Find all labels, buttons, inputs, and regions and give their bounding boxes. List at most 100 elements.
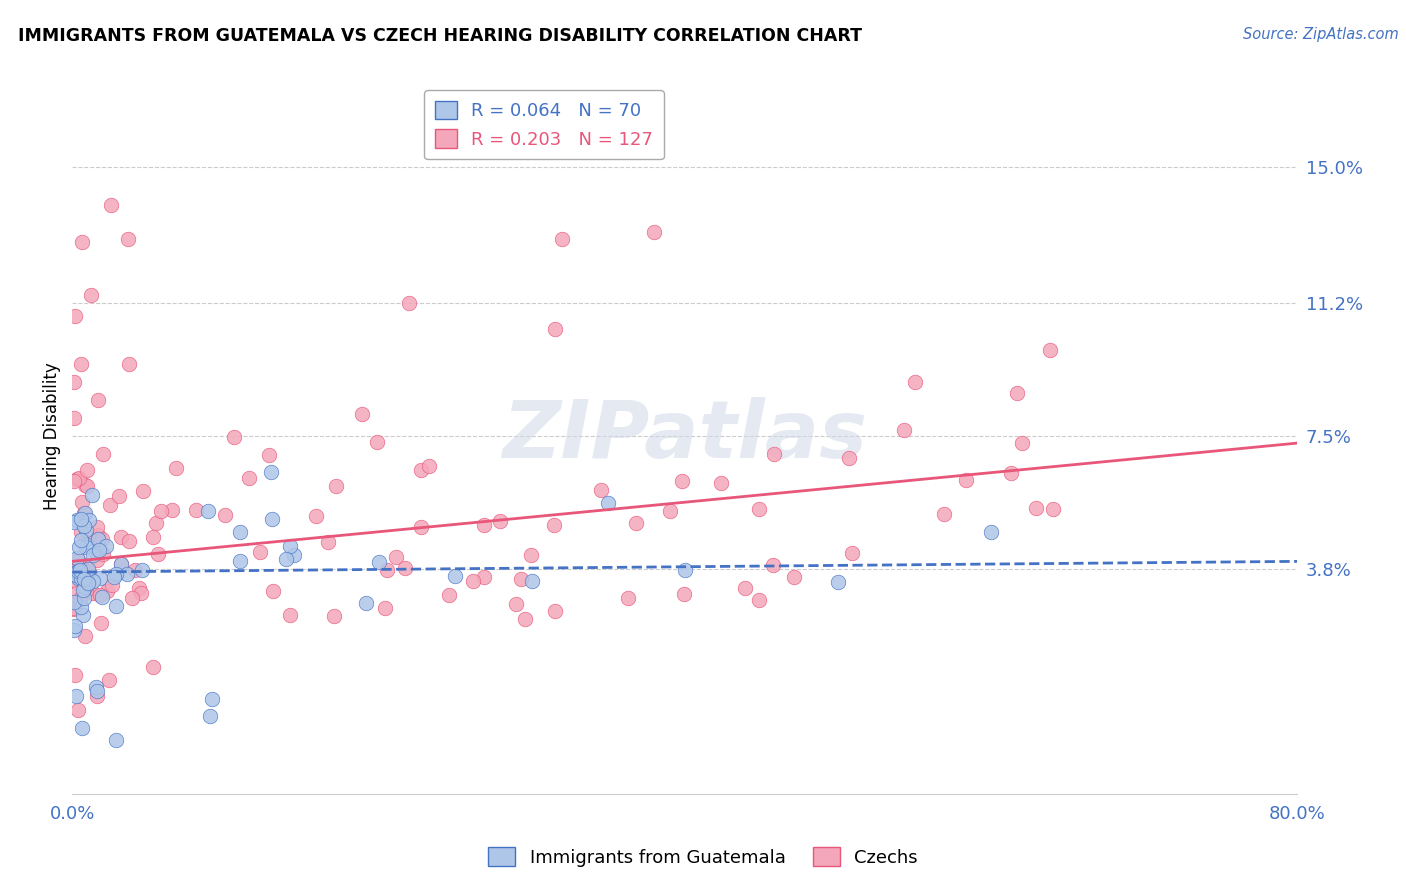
Point xyxy=(980,524,1002,539)
Point xyxy=(249,545,271,559)
Point xyxy=(409,463,432,477)
Point xyxy=(162,503,184,517)
Point xyxy=(87,533,110,547)
Point xyxy=(73,573,96,587)
Point xyxy=(544,322,567,336)
Point xyxy=(624,516,647,530)
Point xyxy=(762,558,785,572)
Point xyxy=(1000,466,1022,480)
Point xyxy=(108,489,131,503)
Point xyxy=(444,568,467,582)
Point xyxy=(1005,386,1028,401)
Point xyxy=(62,515,84,529)
Point xyxy=(260,465,283,479)
Point xyxy=(262,512,284,526)
Legend: Immigrants from Guatemala, Czechs: Immigrants from Guatemala, Czechs xyxy=(481,840,925,874)
Point xyxy=(128,582,150,596)
Point xyxy=(1039,343,1062,358)
Point xyxy=(87,527,110,541)
Point xyxy=(70,357,93,371)
Point xyxy=(145,516,167,530)
Point xyxy=(222,430,245,444)
Point xyxy=(67,470,90,484)
Point xyxy=(62,601,84,615)
Point xyxy=(103,570,125,584)
Point xyxy=(228,553,250,567)
Point xyxy=(73,519,96,533)
Point xyxy=(98,673,121,688)
Point xyxy=(66,472,89,486)
Point xyxy=(132,484,155,499)
Text: ZIPatlas: ZIPatlas xyxy=(502,397,868,475)
Point xyxy=(893,423,915,437)
Point xyxy=(86,553,108,567)
Point xyxy=(398,296,420,310)
Point xyxy=(110,557,132,571)
Point xyxy=(124,563,146,577)
Point xyxy=(955,473,977,487)
Point xyxy=(367,556,389,570)
Point xyxy=(70,557,93,571)
Point xyxy=(734,581,756,595)
Point xyxy=(62,602,84,616)
Point xyxy=(63,619,86,633)
Point xyxy=(89,571,111,585)
Point xyxy=(589,483,612,497)
Point xyxy=(69,533,91,548)
Point xyxy=(437,588,460,602)
Point xyxy=(520,548,543,562)
Point xyxy=(305,509,328,524)
Point xyxy=(118,534,141,549)
Point xyxy=(66,565,89,579)
Point xyxy=(110,557,132,571)
Point xyxy=(62,375,84,389)
Point xyxy=(87,392,110,407)
Point xyxy=(70,235,93,249)
Point xyxy=(65,586,87,600)
Point xyxy=(62,566,84,580)
Point xyxy=(283,548,305,562)
Text: Source: ZipAtlas.com: Source: ZipAtlas.com xyxy=(1243,27,1399,42)
Point xyxy=(91,547,114,561)
Point xyxy=(184,503,207,517)
Point xyxy=(316,535,339,549)
Point xyxy=(142,660,165,674)
Point xyxy=(70,599,93,614)
Point xyxy=(131,563,153,577)
Point xyxy=(76,562,98,576)
Point xyxy=(748,502,770,516)
Point xyxy=(86,519,108,533)
Point xyxy=(72,583,94,598)
Point xyxy=(76,538,98,552)
Point xyxy=(201,692,224,706)
Point xyxy=(82,586,104,600)
Point xyxy=(100,198,122,212)
Point xyxy=(827,575,849,590)
Point xyxy=(90,615,112,630)
Point xyxy=(96,584,118,599)
Point xyxy=(643,225,665,239)
Point xyxy=(63,411,86,425)
Point xyxy=(551,232,574,246)
Point xyxy=(84,680,107,694)
Point xyxy=(77,576,100,591)
Point xyxy=(67,564,90,578)
Point xyxy=(121,591,143,605)
Point xyxy=(238,471,260,485)
Point xyxy=(463,574,485,588)
Point xyxy=(84,545,107,559)
Point xyxy=(505,597,527,611)
Point xyxy=(73,564,96,578)
Point xyxy=(90,532,112,546)
Point xyxy=(325,479,347,493)
Point xyxy=(783,570,806,584)
Point xyxy=(69,571,91,585)
Point xyxy=(131,585,153,599)
Point xyxy=(385,549,408,564)
Legend: R = 0.064   N = 70, R = 0.203   N = 127: R = 0.064 N = 70, R = 0.203 N = 127 xyxy=(425,90,664,160)
Point xyxy=(75,583,97,598)
Point xyxy=(65,689,87,703)
Point xyxy=(105,566,128,581)
Point xyxy=(70,525,93,540)
Point xyxy=(117,232,139,246)
